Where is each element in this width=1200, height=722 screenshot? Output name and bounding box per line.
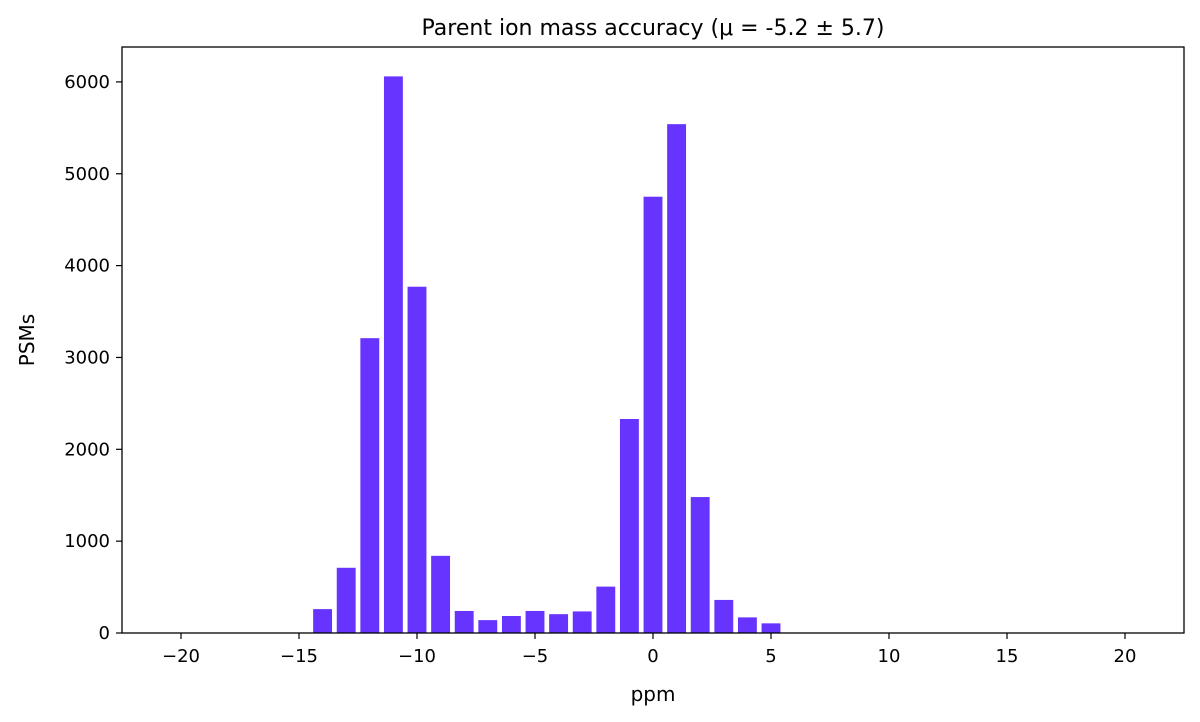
chart-title: Parent ion mass accuracy (μ = -5.2 ± 5.7… bbox=[422, 16, 885, 41]
x-tick-label: −5 bbox=[522, 646, 549, 667]
bar bbox=[596, 586, 616, 633]
bar bbox=[501, 616, 521, 633]
bar bbox=[478, 620, 498, 633]
x-tick-label: 0 bbox=[647, 646, 658, 667]
x-axis-ticks: −20 −15 −10 −5 0 5 10 15 20 bbox=[162, 633, 1136, 667]
bar bbox=[690, 497, 710, 633]
bar bbox=[714, 599, 734, 633]
y-tick-label: 1000 bbox=[64, 531, 110, 552]
x-tick-label: −20 bbox=[162, 646, 200, 667]
bar bbox=[360, 338, 380, 633]
y-tick-label: 3000 bbox=[64, 347, 110, 368]
y-tick-label: 6000 bbox=[64, 72, 110, 93]
bar bbox=[525, 610, 545, 633]
x-tick-label: 15 bbox=[996, 646, 1019, 667]
bar bbox=[313, 609, 333, 633]
y-tick-label: 4000 bbox=[64, 256, 110, 277]
x-tick-label: 10 bbox=[878, 646, 901, 667]
y-axis-ticks: 0 1000 2000 3000 4000 5000 6000 bbox=[64, 72, 122, 644]
bar bbox=[667, 124, 687, 634]
bar bbox=[549, 614, 569, 633]
bar bbox=[619, 418, 639, 633]
x-tick-label: −15 bbox=[280, 646, 318, 667]
y-tick-label: 2000 bbox=[64, 439, 110, 460]
bar bbox=[572, 611, 592, 633]
bar bbox=[383, 76, 403, 633]
bar bbox=[454, 610, 474, 633]
x-axis-title: ppm bbox=[631, 682, 676, 706]
y-tick-label: 0 bbox=[99, 623, 110, 644]
bar bbox=[431, 555, 451, 633]
y-tick-label: 5000 bbox=[64, 164, 110, 185]
bar bbox=[761, 623, 781, 633]
bar bbox=[336, 567, 356, 633]
bar bbox=[737, 617, 757, 633]
y-axis-title: PSMs bbox=[15, 314, 39, 366]
bar bbox=[407, 286, 427, 633]
x-tick-label: 5 bbox=[765, 646, 776, 667]
bar bbox=[643, 196, 663, 634]
x-tick-label: 20 bbox=[1114, 646, 1137, 667]
bars-layer bbox=[313, 76, 781, 634]
x-tick-label: −10 bbox=[398, 646, 436, 667]
